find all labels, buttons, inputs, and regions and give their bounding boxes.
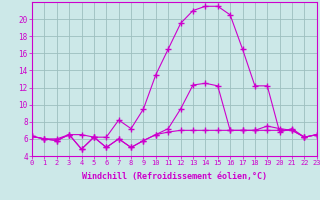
X-axis label: Windchill (Refroidissement éolien,°C): Windchill (Refroidissement éolien,°C) <box>82 172 267 181</box>
